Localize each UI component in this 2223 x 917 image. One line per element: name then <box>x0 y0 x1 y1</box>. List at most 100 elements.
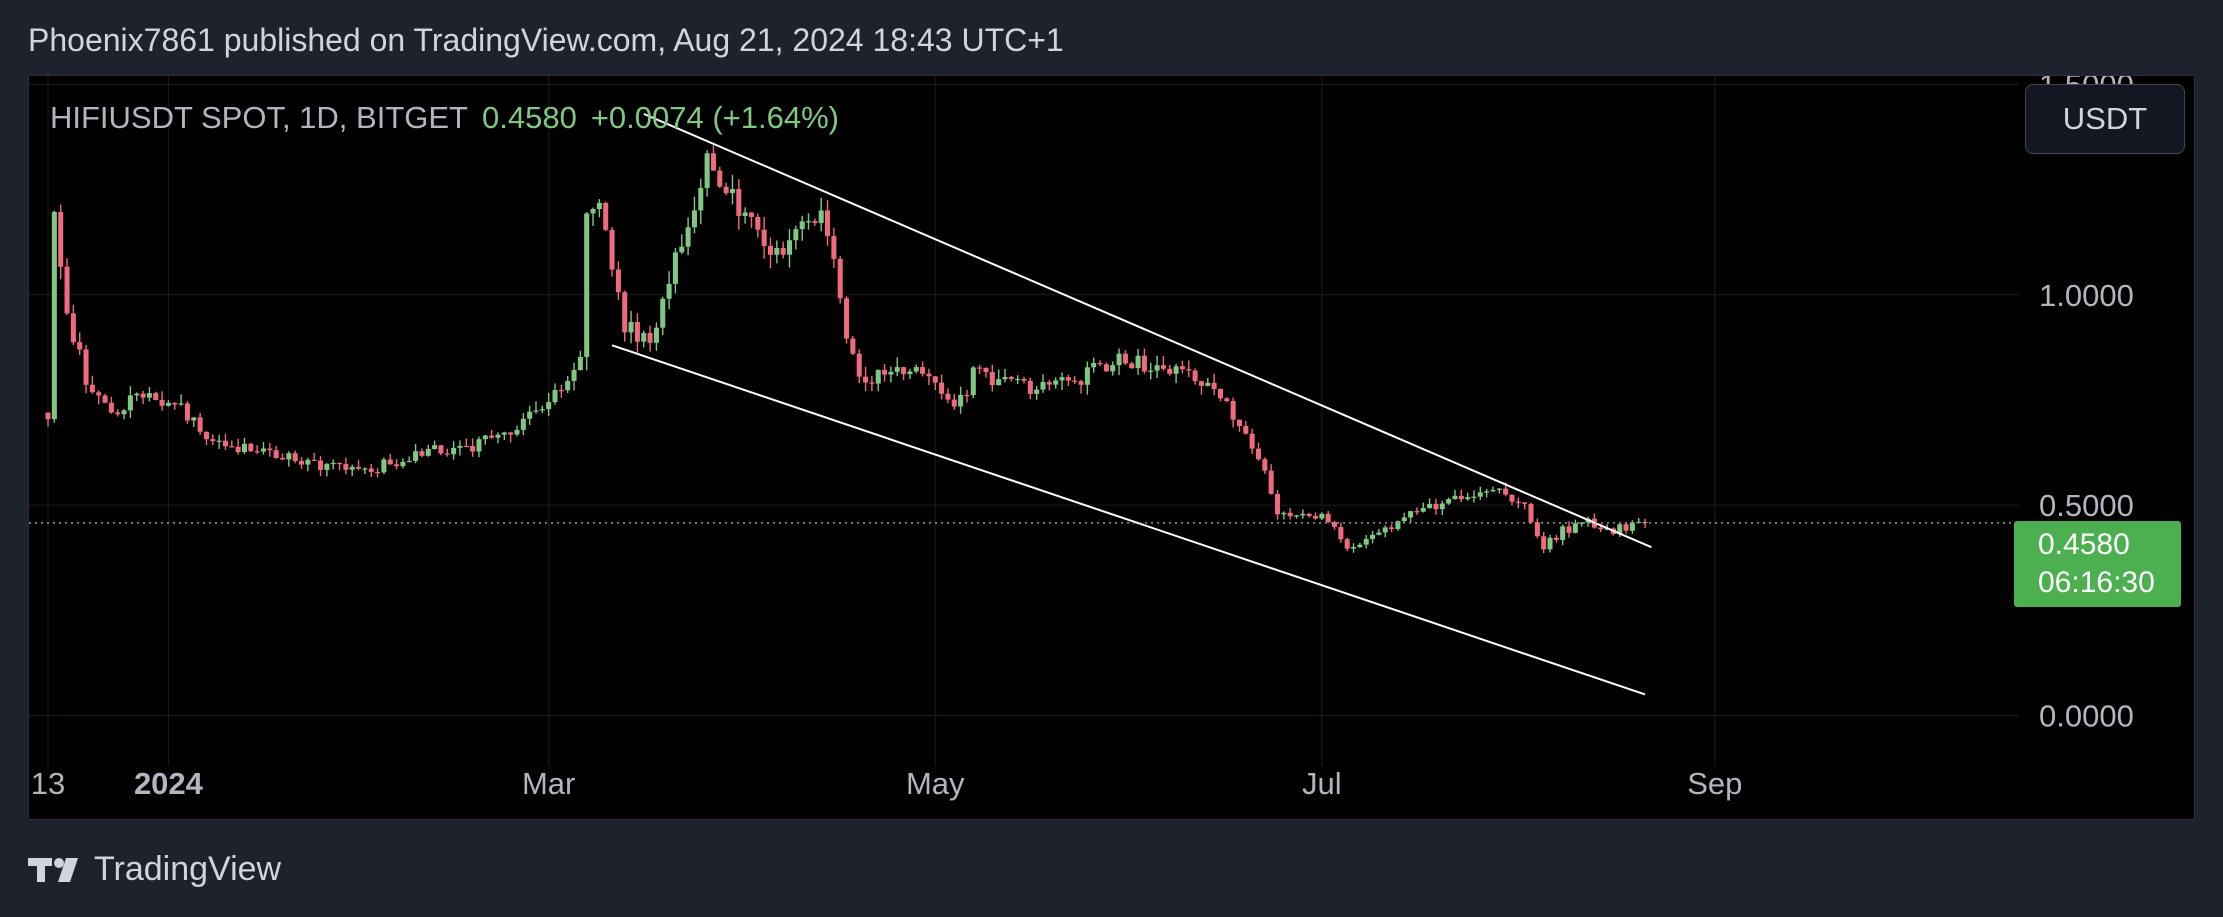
candle-body <box>825 210 831 237</box>
candle-body <box>279 457 286 460</box>
candle-body <box>1382 527 1388 533</box>
candle-body <box>533 410 539 412</box>
candle-body <box>1173 366 1179 374</box>
candle-body <box>907 371 913 375</box>
candle-body <box>1522 502 1528 504</box>
candle-body <box>1617 524 1623 535</box>
candle-body <box>1351 547 1357 549</box>
candle-body <box>888 371 894 375</box>
candle-body <box>51 211 57 420</box>
candle-body <box>672 252 678 284</box>
candle-body <box>1642 521 1648 524</box>
candle-body <box>489 435 495 438</box>
candle-body <box>780 248 786 255</box>
candle-body <box>184 403 190 421</box>
candle-body <box>153 393 159 400</box>
candle-body <box>381 459 387 473</box>
candle-body <box>704 153 710 188</box>
candle-body <box>368 468 374 472</box>
candle-body <box>463 445 469 448</box>
candle-body <box>558 390 564 392</box>
candle-body <box>1623 524 1629 531</box>
candle-body <box>1034 389 1040 394</box>
x-tick-label: Jul <box>1302 766 1342 801</box>
candle-body <box>774 248 780 255</box>
candle-body <box>1230 401 1236 420</box>
currency-button[interactable]: USDT <box>2025 84 2185 154</box>
candle-body <box>1534 522 1540 537</box>
candle-body <box>1084 367 1090 385</box>
candle-body <box>260 448 267 452</box>
candle-body <box>1281 512 1287 515</box>
candle-body <box>406 460 412 463</box>
candle-body <box>1313 515 1319 519</box>
x-tick-label: Sep <box>1687 766 1742 801</box>
candle-body <box>248 443 254 452</box>
candle-body <box>1370 534 1376 539</box>
candle-body <box>311 459 317 461</box>
tradingview-brand[interactable]: TradingView <box>28 850 281 889</box>
candle-body <box>1439 503 1445 510</box>
y-tick-label: 1.0000 <box>2039 278 2134 313</box>
candle-body <box>869 382 875 384</box>
candle-body <box>977 367 983 369</box>
candle-body <box>1262 459 1268 471</box>
last-value: 0.4580 <box>482 100 577 135</box>
candle-body <box>799 221 805 230</box>
candle-body <box>1103 364 1109 372</box>
candle-body <box>729 189 735 194</box>
candle-body <box>1224 398 1230 402</box>
candle-body <box>1541 536 1547 550</box>
candle-body <box>362 468 368 470</box>
candle-body <box>438 445 444 454</box>
candle-body <box>267 448 273 451</box>
candle-body <box>710 153 716 171</box>
candle-body <box>64 266 70 314</box>
candle-body <box>1198 381 1204 386</box>
last-price-label: 0.4580 <box>2038 528 2130 561</box>
candle-body <box>932 376 938 383</box>
tradingview-logo-icon <box>28 857 78 882</box>
candle-body <box>844 298 850 339</box>
candle-body <box>1629 522 1635 531</box>
candle-body <box>755 216 761 230</box>
candle-body <box>571 370 577 381</box>
candle-body <box>1015 378 1021 381</box>
candle-body <box>761 229 767 246</box>
candle-body <box>1021 378 1027 381</box>
candle-body <box>229 446 235 448</box>
candle-body <box>444 453 450 455</box>
candle-body <box>1186 369 1192 371</box>
candle-body <box>1528 503 1534 523</box>
candle-body <box>850 338 856 354</box>
candle-body <box>1458 495 1464 500</box>
candle-body <box>806 221 812 223</box>
candle-body <box>1579 522 1585 524</box>
candle-body <box>1465 497 1471 500</box>
candle-body <box>343 464 349 470</box>
candle-body <box>413 451 419 461</box>
candle-body <box>913 367 919 372</box>
candle-body <box>1122 353 1128 364</box>
candle-body <box>356 466 362 469</box>
candle-body <box>546 402 552 410</box>
candle-body <box>634 322 640 342</box>
x-tick-label: May <box>906 766 965 801</box>
candle-body <box>964 395 970 397</box>
symbol-info: HIFIUSDT SPOT, 1D, BITGET <box>50 100 468 135</box>
candle-body <box>863 376 869 383</box>
candle-body <box>254 451 260 453</box>
candle-body <box>647 333 653 343</box>
candle-body <box>432 445 438 450</box>
candle-body <box>96 392 102 396</box>
candle-body <box>1408 511 1414 518</box>
candle-body <box>901 367 907 375</box>
candle-body <box>1515 501 1521 503</box>
candle-body <box>609 229 615 270</box>
candle-body <box>1268 470 1274 494</box>
candle-body <box>203 431 209 440</box>
candle-body <box>748 212 755 217</box>
candle-body <box>172 402 178 405</box>
